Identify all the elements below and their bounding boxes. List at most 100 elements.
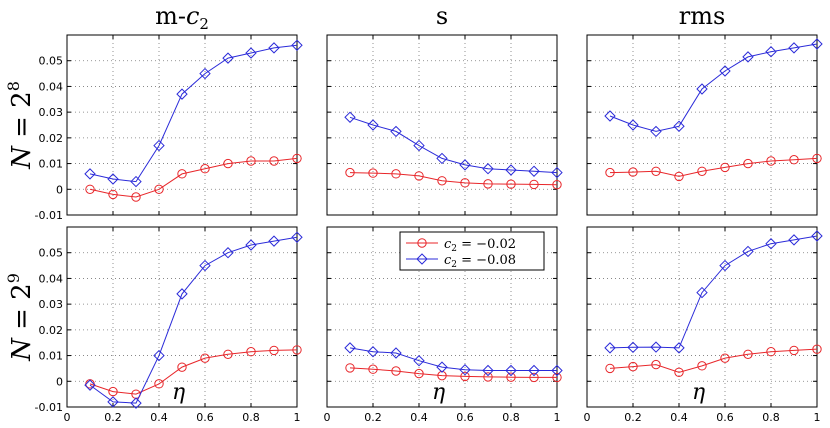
data-point-red bbox=[697, 361, 707, 371]
data-point-blue bbox=[344, 111, 356, 123]
data-point-red bbox=[154, 184, 164, 194]
data-point-blue bbox=[551, 364, 563, 377]
x-axis-label: η bbox=[172, 380, 185, 405]
y-tick-label: 0.05 bbox=[39, 247, 64, 260]
data-point-blue bbox=[811, 230, 823, 242]
data-point-blue bbox=[650, 341, 662, 353]
x-tick-label: 0.2 bbox=[104, 411, 122, 424]
data-point-red bbox=[743, 349, 753, 359]
series-line-blue bbox=[609, 235, 818, 349]
row-label-n: N bbox=[7, 337, 37, 362]
data-point-red bbox=[697, 166, 707, 176]
data-point-blue bbox=[696, 286, 708, 299]
y-tick-label: 0.03 bbox=[39, 106, 64, 119]
x-tick-label: 0.6 bbox=[716, 411, 734, 424]
x-tick-label: 0 bbox=[324, 411, 331, 424]
legend-label-value: = −0.02 bbox=[457, 237, 516, 252]
row-label-exponent: 8 bbox=[4, 81, 23, 91]
data-point-blue bbox=[482, 364, 494, 377]
series-line-blue bbox=[349, 347, 557, 371]
y-tick-label: 0.03 bbox=[39, 298, 64, 311]
data-point-red bbox=[414, 171, 424, 181]
x-tick-label: 0.8 bbox=[242, 411, 260, 424]
data-point-blue bbox=[153, 139, 165, 152]
legend-label-var: c bbox=[444, 237, 452, 252]
column-title-subscript: 2 bbox=[199, 15, 209, 33]
column-title: m-c2 bbox=[155, 2, 209, 33]
legend-marker-circle bbox=[417, 238, 427, 248]
y-tick-label: 0 bbox=[56, 183, 63, 196]
data-point-blue bbox=[176, 88, 188, 100]
data-point-blue bbox=[719, 259, 731, 272]
data-point-red bbox=[651, 166, 661, 176]
legend-box bbox=[399, 231, 545, 271]
data-point-red bbox=[812, 153, 822, 164]
x-axis-label: η bbox=[692, 380, 705, 405]
data-point-blue bbox=[268, 42, 280, 54]
x-tick-label: 1 bbox=[814, 411, 821, 424]
data-point-red bbox=[200, 353, 210, 363]
data-point-blue bbox=[604, 110, 616, 122]
panel: -0.01 0 0.01 0.02 0.03 0.04 0.05 bbox=[35, 34, 303, 222]
y-tick-label: -0.01 bbox=[35, 401, 63, 414]
data-point-blue bbox=[788, 42, 800, 54]
x-tick-label: 0.8 bbox=[762, 411, 780, 424]
series-line-red bbox=[349, 172, 558, 186]
data-point-blue bbox=[528, 165, 540, 177]
data-point-blue bbox=[107, 173, 119, 185]
data-point-red bbox=[108, 386, 118, 397]
data-point-blue bbox=[245, 239, 257, 251]
data-point-blue bbox=[528, 364, 540, 377]
data-point-red bbox=[131, 192, 141, 202]
x-tick-label: 0.6 bbox=[196, 411, 214, 424]
panel bbox=[326, 34, 563, 216]
y-tick-label: 0.01 bbox=[39, 158, 64, 171]
data-point-red bbox=[177, 169, 187, 179]
legend-label: c2 = −0.08 bbox=[444, 253, 516, 270]
data-point-blue bbox=[436, 152, 448, 165]
data-point-red bbox=[720, 162, 730, 173]
panel-frame bbox=[66, 34, 298, 216]
data-point-blue bbox=[413, 355, 425, 367]
data-point-blue bbox=[84, 168, 96, 180]
series-line-blue bbox=[89, 236, 298, 404]
y-tick-label: -0.01 bbox=[35, 209, 63, 222]
data-point-blue bbox=[291, 39, 303, 51]
data-point-red bbox=[789, 345, 799, 356]
legend-label: c2 = −0.02 bbox=[444, 237, 516, 254]
legend-label-subscript: 2 bbox=[451, 260, 457, 270]
panel: 0 0.2 0.4 0.6 0.8 1 η bbox=[324, 226, 563, 424]
x-axis-label: η bbox=[432, 380, 445, 405]
data-point-red bbox=[766, 156, 776, 166]
data-point-blue bbox=[268, 235, 280, 247]
data-point-blue bbox=[765, 46, 777, 58]
data-point-red bbox=[437, 370, 447, 381]
row-label: N = 28 bbox=[4, 81, 37, 170]
data-point-red bbox=[743, 158, 753, 169]
data-point-blue bbox=[413, 139, 425, 152]
data-point-red bbox=[223, 158, 233, 169]
data-point-red bbox=[292, 153, 302, 164]
data-point-blue bbox=[344, 342, 356, 354]
series-line-red bbox=[609, 157, 818, 177]
data-point-red bbox=[246, 347, 256, 357]
x-tick-label: 0.6 bbox=[456, 411, 474, 424]
data-point-blue bbox=[482, 163, 494, 175]
data-point-red bbox=[674, 367, 684, 377]
data-point-red bbox=[246, 156, 256, 166]
series-line-blue bbox=[609, 43, 818, 132]
row-label-base: = 2 bbox=[7, 283, 37, 338]
data-point-blue bbox=[176, 288, 188, 300]
data-point-blue bbox=[505, 164, 517, 176]
data-point-blue bbox=[291, 231, 303, 243]
y-tick-label: 0 bbox=[56, 375, 63, 388]
data-point-red bbox=[269, 345, 279, 356]
data-point-red bbox=[483, 179, 493, 189]
x-tick-label: 0.4 bbox=[150, 411, 168, 424]
column-title: rms bbox=[679, 2, 726, 30]
data-point-blue bbox=[673, 342, 685, 354]
legend-label-var: c bbox=[444, 253, 452, 268]
x-tick-label: 0 bbox=[584, 411, 591, 424]
series-line-blue bbox=[349, 116, 558, 174]
